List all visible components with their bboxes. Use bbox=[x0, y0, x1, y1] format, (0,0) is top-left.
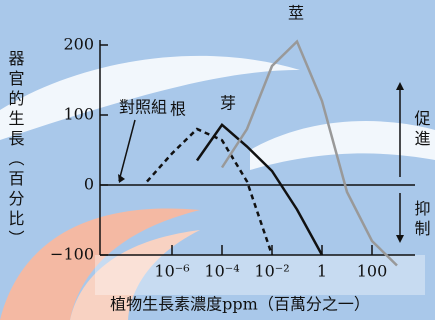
series-label: 芽 bbox=[220, 94, 236, 113]
y-tick-label: 200 bbox=[63, 35, 94, 54]
x-tick-label: 10⁻⁶ bbox=[154, 262, 189, 281]
annotation: 促進 bbox=[412, 110, 431, 150]
x-tick-label: 10⁻² bbox=[254, 262, 289, 281]
annotation: 抑制 bbox=[412, 200, 431, 240]
x-tick-label: 10⁻⁴ bbox=[204, 262, 239, 281]
y-axis-label: 器官的生長（百分比） bbox=[6, 50, 25, 250]
annotation: 對照組 bbox=[119, 98, 167, 117]
chart: 器官的生長（百分比） 植物生長素濃度ppm（百萬分之一） −100 0 100 200… bbox=[0, 0, 435, 320]
x-axis-label: 植物生長素濃度ppm（百萬分之一） bbox=[110, 295, 370, 314]
y-tick-label: −100 bbox=[50, 245, 94, 264]
x-tick-label: 1 bbox=[317, 262, 327, 281]
series-label: 莖 bbox=[288, 4, 304, 23]
y-tick-label: 0 bbox=[84, 175, 94, 194]
series-label: 根 bbox=[170, 100, 186, 119]
x-tick-label: 100 bbox=[357, 262, 388, 281]
y-tick-label: 100 bbox=[63, 105, 94, 124]
